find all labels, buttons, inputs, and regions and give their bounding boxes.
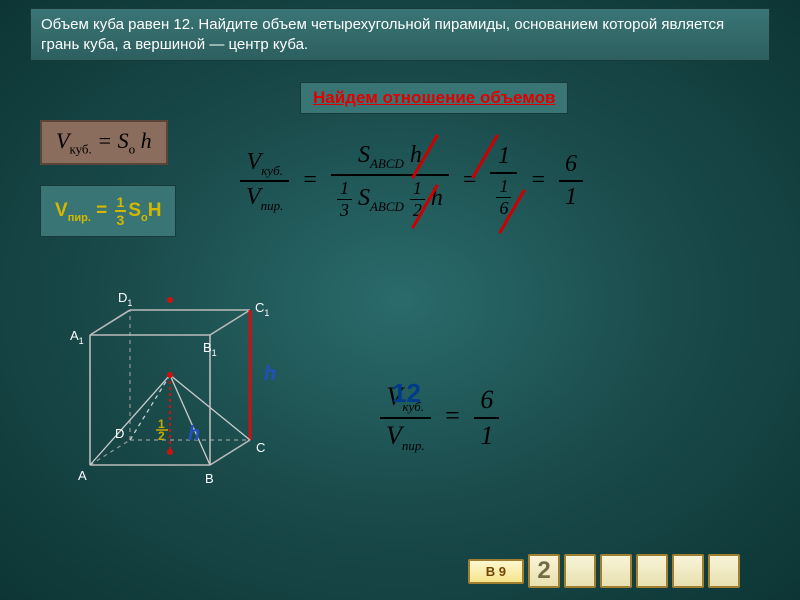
answer-bar: В 9 2 — [468, 554, 740, 588]
svg-text:h: h — [264, 363, 276, 385]
svg-text:D1: D1 — [118, 290, 132, 308]
answer-cell[interactable] — [672, 554, 704, 588]
svg-text:A: A — [78, 468, 87, 483]
answer-cell[interactable] — [600, 554, 632, 588]
ratio-note: Найдем отношение объемов — [300, 82, 568, 114]
svg-text:C1: C1 — [255, 300, 269, 318]
cube-diagram: A B C D A1 B1 C1 D1 h h 1 2 — [40, 280, 300, 530]
svg-text:h: h — [188, 423, 200, 445]
answer-cell[interactable]: 2 — [528, 554, 560, 588]
problem-title: Объем куба равен 12. Найдите объем четыр… — [30, 8, 770, 61]
overlay-12: 12 — [392, 378, 421, 409]
cube-volume-formula: Vкуб. = So h — [40, 120, 168, 165]
volume-ratio-equation: Vкуб. Vпир. = SABCD h 13 SABCD 12 h = 1 … — [240, 140, 583, 223]
problem-id-button[interactable]: В 9 — [468, 559, 524, 584]
svg-text:D: D — [115, 426, 124, 441]
answer-cell[interactable] — [564, 554, 596, 588]
pyramid-volume-formula: Vпир. = 13SoH — [40, 185, 176, 237]
svg-text:B: B — [205, 471, 214, 486]
answer-cell[interactable] — [708, 554, 740, 588]
svg-text:C: C — [256, 440, 265, 455]
svg-text:A1: A1 — [70, 328, 84, 346]
answer-cell[interactable] — [636, 554, 668, 588]
